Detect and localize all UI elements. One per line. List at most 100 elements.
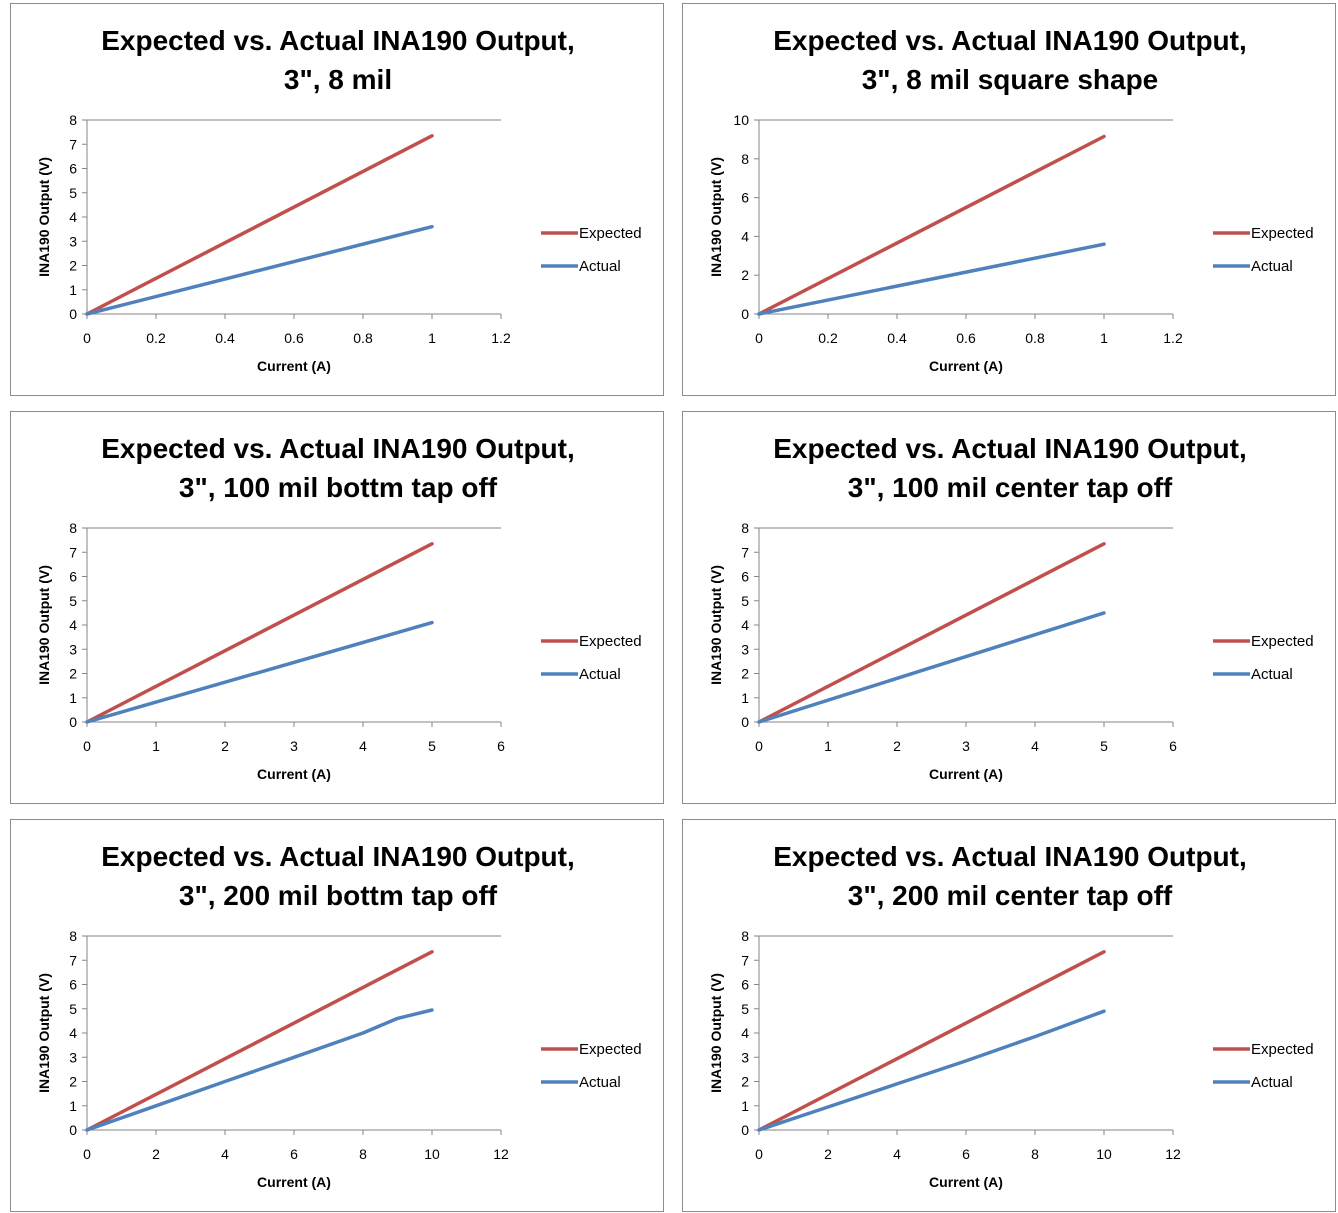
chart-svg: Expected vs. Actual INA190 Output, 3", 10…	[36, 433, 642, 782]
y-tick-label: 2	[741, 267, 749, 283]
legend-label-expected: Expected	[1251, 633, 1314, 650]
y-tick-label: 10	[733, 112, 749, 128]
x-tick-label: 1	[152, 738, 160, 754]
y-tick-label: 0	[69, 306, 77, 322]
y-tick-label: 2	[741, 666, 749, 682]
y-tick-label: 1	[69, 690, 77, 706]
legend-label-actual: Actual	[1251, 666, 1293, 683]
chart-svg: Expected vs. Actual INA190 Output, 3", 8 …	[36, 25, 642, 374]
y-tick-label: 7	[69, 952, 77, 968]
y-tick-label: 4	[69, 1025, 77, 1041]
x-axis-label: Current (A)	[929, 358, 1003, 374]
y-tick-label: 0	[741, 306, 749, 322]
x-tick-label: 0.2	[146, 330, 166, 346]
x-tick-label: 4	[1031, 738, 1039, 754]
y-axis-label: INA190 Output (V)	[36, 973, 52, 1093]
x-tick-label: 12	[1165, 1146, 1181, 1162]
y-tick-label: 8	[741, 520, 749, 536]
chart-panel: Expected vs. Actual INA190 Output, 3", 8 …	[10, 3, 664, 396]
x-tick-label: 5	[1100, 738, 1108, 754]
y-tick-label: 1	[69, 1098, 77, 1114]
y-tick-label: 6	[69, 977, 77, 993]
series-line-actual	[757, 611, 1106, 724]
x-tick-label: 0.2	[818, 330, 838, 346]
x-axis-label: Current (A)	[929, 766, 1003, 782]
legend-label-expected: Expected	[579, 633, 642, 650]
y-tick-label: 6	[741, 977, 749, 993]
x-tick-label: 1	[428, 330, 436, 346]
y-tick-label: 7	[69, 136, 77, 152]
series-line-expected	[757, 542, 1106, 724]
chart-panel: Expected vs. Actual INA190 Output, 3", 8 …	[682, 3, 1336, 396]
y-tick-label: 5	[741, 593, 749, 609]
series-line-expected	[85, 950, 434, 1132]
y-tick-label: 5	[741, 1001, 749, 1017]
x-axis-label: Current (A)	[257, 358, 331, 374]
y-tick-label: 0	[69, 1122, 77, 1138]
y-tick-label: 8	[69, 928, 77, 944]
chart-panel: Expected vs. Actual INA190 Output, 3", 20…	[682, 819, 1336, 1212]
chart-title-line: 3", 8 mil square shape	[862, 64, 1159, 95]
series-line-actual	[85, 224, 434, 316]
x-tick-label: 6	[962, 1146, 970, 1162]
series-line-expected	[85, 134, 434, 316]
x-tick-label: 1	[1100, 330, 1108, 346]
x-tick-label: 1.2	[491, 330, 511, 346]
y-tick-label: 6	[741, 190, 749, 206]
y-axis-label: INA190 Output (V)	[708, 157, 724, 277]
x-tick-label: 4	[359, 738, 367, 754]
y-axis-label: INA190 Output (V)	[36, 565, 52, 685]
y-tick-label: 5	[69, 185, 77, 201]
legend-label-actual: Actual	[579, 1074, 621, 1091]
x-tick-label: 0.8	[1025, 330, 1045, 346]
x-tick-label: 0.8	[353, 330, 373, 346]
legend-label-expected: Expected	[579, 225, 642, 242]
x-tick-label: 10	[1096, 1146, 1112, 1162]
x-tick-label: 8	[359, 1146, 367, 1162]
x-tick-label: 0	[755, 330, 763, 346]
chart-title-line: 3", 100 mil center tap off	[848, 472, 1173, 503]
x-tick-label: 1	[824, 738, 832, 754]
y-tick-label: 0	[69, 714, 77, 730]
y-tick-label: 8	[741, 151, 749, 167]
chart-title-line: Expected vs. Actual INA190 Output,	[101, 433, 575, 464]
x-tick-label: 0	[755, 1146, 763, 1162]
y-tick-label: 7	[69, 544, 77, 560]
chart-panel: Expected vs. Actual INA190 Output, 3", 20…	[10, 819, 664, 1212]
x-tick-label: 12	[493, 1146, 509, 1162]
legend-label-expected: Expected	[1251, 225, 1314, 242]
y-tick-label: 5	[69, 593, 77, 609]
y-tick-label: 1	[741, 690, 749, 706]
x-tick-label: 6	[1169, 738, 1177, 754]
x-tick-label: 5	[428, 738, 436, 754]
x-tick-label: 0	[83, 330, 91, 346]
x-tick-label: 0.6	[956, 330, 976, 346]
legend-label-actual: Actual	[1251, 258, 1293, 275]
chart-title-line: Expected vs. Actual INA190 Output,	[773, 841, 1247, 872]
series-line-expected	[757, 134, 1106, 316]
x-axis-label: Current (A)	[257, 766, 331, 782]
legend-label-expected: Expected	[579, 1041, 642, 1058]
x-tick-label: 2	[893, 738, 901, 754]
y-tick-label: 0	[741, 1122, 749, 1138]
legend-label-expected: Expected	[1251, 1041, 1314, 1058]
y-tick-label: 3	[69, 641, 77, 657]
y-tick-label: 7	[741, 952, 749, 968]
series-line-actual	[85, 1008, 434, 1132]
y-tick-label: 1	[741, 1098, 749, 1114]
y-tick-label: 3	[741, 641, 749, 657]
y-tick-label: 4	[69, 209, 77, 225]
legend-label-actual: Actual	[1251, 1074, 1293, 1091]
y-tick-label: 2	[69, 258, 77, 274]
x-tick-label: 0	[755, 738, 763, 754]
chart-title-line: Expected vs. Actual INA190 Output,	[773, 433, 1247, 464]
series-line-expected	[85, 542, 434, 724]
series-line-actual	[85, 620, 434, 724]
y-tick-label: 5	[69, 1001, 77, 1017]
chart-title-line: 3", 200 mil bottm tap off	[179, 880, 498, 911]
y-axis-label: INA190 Output (V)	[708, 565, 724, 685]
y-tick-label: 0	[741, 714, 749, 730]
x-tick-label: 0.4	[215, 330, 235, 346]
x-tick-label: 2	[221, 738, 229, 754]
x-tick-label: 3	[962, 738, 970, 754]
